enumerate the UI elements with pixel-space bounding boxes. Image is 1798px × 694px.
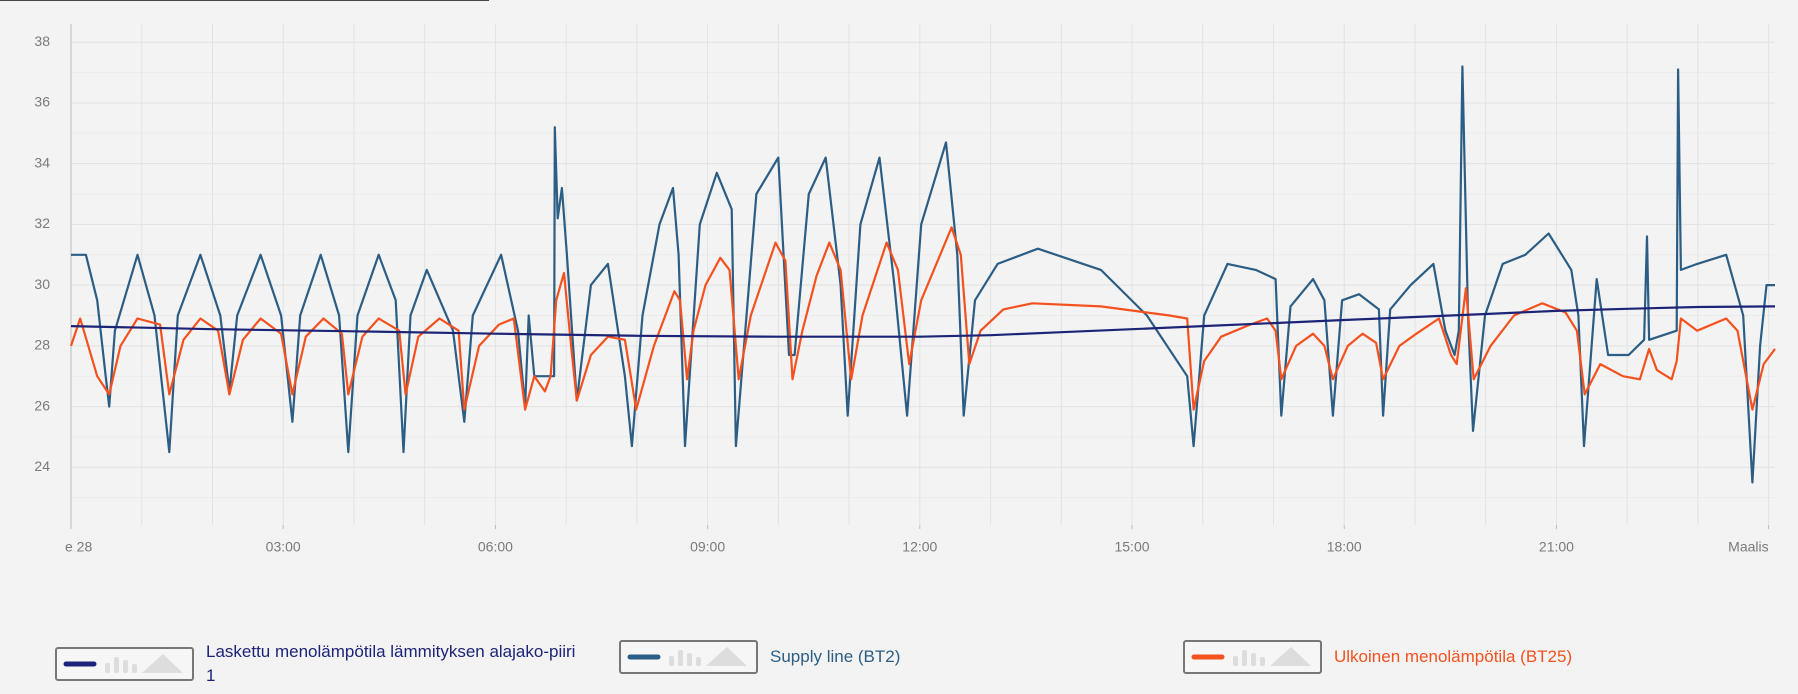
x-tick-label: 09:00 (690, 539, 725, 555)
icon (142, 654, 183, 673)
y-tick-label: 32 (34, 215, 50, 231)
icon (1233, 656, 1238, 666)
icon (1251, 653, 1256, 666)
x-tick-label: 18:00 (1327, 539, 1362, 555)
y-tick-label: 26 (34, 397, 50, 413)
icon (105, 663, 110, 673)
x-tick-label: 12:00 (902, 539, 937, 555)
chart: 24 26 28 30 32 34 36 38 e 28 03:00 06:00 09:00 12:00… (34, 24, 1776, 555)
icon (123, 660, 128, 673)
icon (1260, 657, 1265, 666)
icon (696, 657, 701, 666)
y-tick-label: 36 (34, 94, 50, 110)
x-tick-label: 06:00 (478, 539, 513, 555)
icon (687, 653, 692, 666)
legend-label: Ulkoinen menolämpötila (BT25) (1334, 647, 1573, 666)
x-tick-label: e 28 (65, 539, 92, 555)
series-line (69, 226, 1776, 411)
x-tick-label: 21:00 (1539, 539, 1574, 555)
icon (114, 657, 119, 673)
legend-glyph (1191, 647, 1311, 666)
y-tick-label: 28 (34, 337, 50, 353)
legend-icon (55, 647, 194, 681)
legend-icon (1183, 640, 1322, 674)
legend-item[interactable]: Laskettu menolämpötila lämmityksen alaja… (55, 640, 576, 688)
series-line (70, 305, 1776, 338)
y-tick-label: 34 (34, 154, 50, 170)
legend-item[interactable]: Ulkoinen menolämpötila (BT25) (1183, 640, 1572, 674)
y-tick-label: 24 (34, 458, 50, 474)
x-tick-label: 15:00 (1114, 539, 1149, 555)
icon (669, 656, 674, 666)
legend-label: Laskettu menolämpötila lämmityksen alaja… (206, 642, 576, 685)
series-line (71, 65, 1775, 484)
icon (678, 650, 683, 666)
legend-item[interactable]: Supply line (BT2) (619, 640, 900, 674)
y-tick-label: 30 (34, 276, 50, 292)
icon (706, 647, 747, 666)
legend-glyph (63, 654, 183, 673)
legend-icon (619, 640, 758, 674)
icon (132, 664, 137, 673)
legend-glyph (627, 647, 747, 666)
legend-label: Supply line (BT2) (770, 647, 901, 666)
x-tick-label: Maalis (1728, 539, 1768, 555)
icon (1242, 650, 1247, 666)
x-tick-label: 03:00 (266, 539, 301, 555)
y-tick-label: 38 (34, 33, 50, 49)
top-rule (0, 0, 489, 1)
icon (1270, 647, 1311, 666)
